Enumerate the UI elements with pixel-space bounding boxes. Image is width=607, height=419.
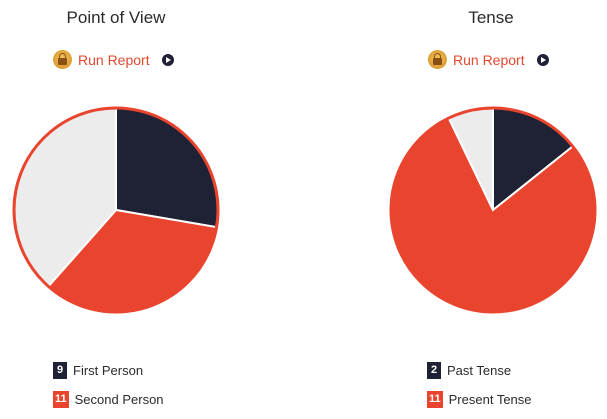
legend: 9 First Person 11 Second Person — [53, 361, 164, 419]
run-report-label: Run Report — [453, 51, 525, 68]
legend-item-past-tense: 2 Past Tense — [427, 361, 532, 379]
legend-count-badge: 11 — [427, 390, 443, 408]
play-icon[interactable] — [161, 53, 174, 66]
chart-title: Tense — [468, 8, 514, 27]
pie-outline — [389, 106, 597, 314]
tense-pie — [389, 106, 597, 314]
legend-item-second-person: 11 Second Person — [53, 390, 164, 408]
run-report-button[interactable]: Run Report — [428, 50, 549, 69]
legend-count-badge: 9 — [53, 361, 67, 379]
legend-label: Present Tense — [448, 391, 532, 407]
run-report-button[interactable]: Run Report — [53, 50, 174, 69]
legend-label: First Person — [73, 362, 144, 378]
tense-panel: Tense Run Report 2 Past Tense 11 Present Te… — [305, 0, 605, 409]
lock-icon — [53, 50, 72, 69]
legend-label: Second Person — [74, 391, 164, 407]
legend: 2 Past Tense 11 Present Tense — [427, 361, 532, 419]
pie-slice-first-person[interactable] — [115, 106, 219, 229]
legend-item-first-person: 9 First Person — [53, 361, 164, 379]
run-report-label: Run Report — [78, 51, 150, 68]
legend-count-badge: 2 — [427, 361, 441, 379]
lock-icon — [428, 50, 447, 69]
legend-item-present-tense: 11 Present Tense — [427, 390, 532, 408]
legend-count-badge: 11 — [53, 390, 69, 408]
play-icon[interactable] — [536, 53, 549, 66]
point-of-view-pie — [12, 106, 220, 314]
point-of-view-panel: Point of View Run Report 9 First Person 11… — [0, 0, 300, 409]
pie-outline — [12, 106, 220, 314]
legend-label: Past Tense — [447, 362, 512, 378]
chart-title: Point of View — [66, 8, 166, 27]
